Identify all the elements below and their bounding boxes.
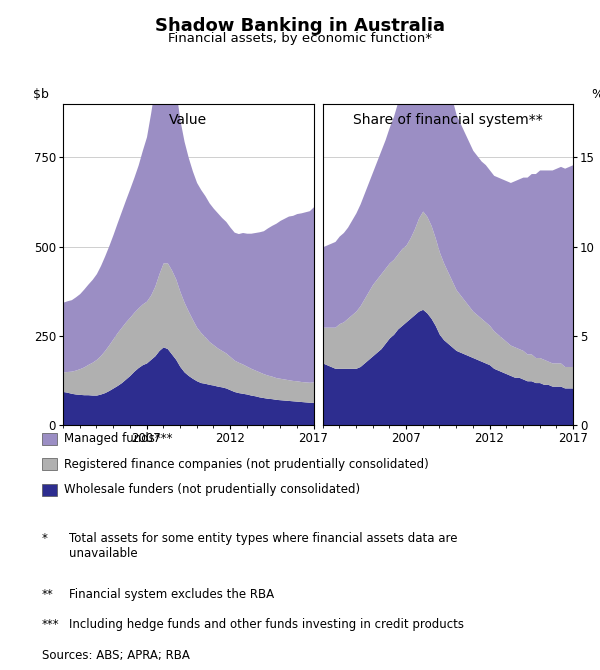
Text: *: * <box>42 532 48 545</box>
Text: Value: Value <box>169 113 208 127</box>
Text: Total assets for some entity types where financial assets data are
unavailable: Total assets for some entity types where… <box>69 532 458 560</box>
Text: Wholesale funders (not prudentially consolidated): Wholesale funders (not prudentially cons… <box>64 483 361 496</box>
Text: Including hedge funds and other funds investing in credit products: Including hedge funds and other funds in… <box>69 618 464 630</box>
Text: Financial system excludes the RBA: Financial system excludes the RBA <box>69 588 274 601</box>
Text: Financial assets, by economic function*: Financial assets, by economic function* <box>168 32 432 45</box>
Text: %: % <box>591 88 600 100</box>
Text: Share of financial system**: Share of financial system** <box>353 113 542 127</box>
Text: Registered finance companies (not prudentially consolidated): Registered finance companies (not pruden… <box>64 458 429 471</box>
Text: Sources: ABS; APRA; RBA: Sources: ABS; APRA; RBA <box>42 649 190 661</box>
Text: $b: $b <box>33 88 49 100</box>
Text: Managed funds***: Managed funds*** <box>64 432 173 446</box>
Text: **: ** <box>42 588 54 601</box>
Text: ***: *** <box>42 618 59 630</box>
Text: Shadow Banking in Australia: Shadow Banking in Australia <box>155 17 445 35</box>
